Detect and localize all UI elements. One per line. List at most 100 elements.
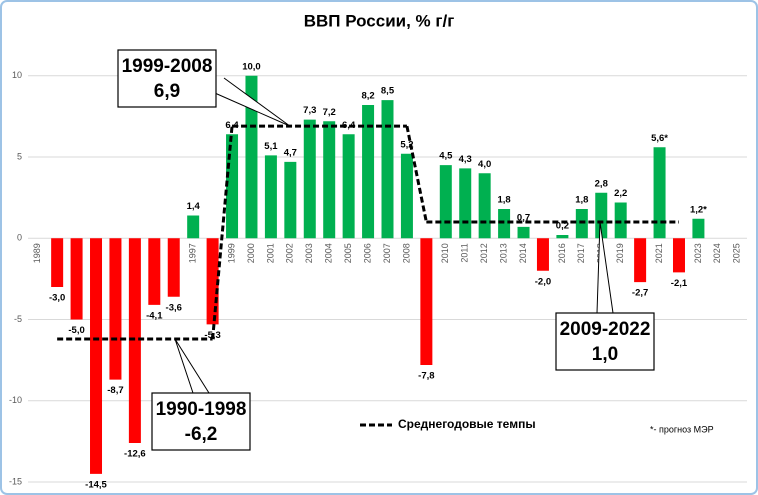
callout-pointer	[207, 77, 291, 127]
value-label: -3,0	[49, 293, 65, 304]
x-tick-label: 2012	[479, 243, 489, 263]
bar	[614, 202, 627, 239]
bar	[264, 155, 277, 239]
note: *- прогноз МЭР	[650, 424, 714, 434]
bar	[167, 238, 180, 297]
value-label: -4,1	[146, 310, 163, 321]
bar	[70, 238, 83, 320]
value-label: -12,6	[124, 449, 146, 460]
bar	[595, 192, 608, 239]
bar	[653, 147, 666, 239]
bar	[634, 238, 647, 283]
value-label: 7,3	[303, 105, 316, 116]
bar	[692, 218, 705, 239]
x-tick-label: 2000	[246, 243, 256, 263]
value-label: -3,6	[166, 302, 182, 313]
x-tick-label: 1989	[32, 243, 42, 263]
x-tick-label: 2002	[285, 243, 295, 263]
bar	[439, 165, 452, 239]
bar	[536, 238, 549, 271]
value-label: -2,0	[535, 276, 551, 287]
bar	[284, 161, 297, 239]
value-label: 8,2	[361, 91, 374, 102]
x-tick-label: 2006	[362, 243, 372, 263]
value-label: 8,5	[381, 86, 395, 97]
bar	[128, 238, 141, 443]
callout-box	[151, 392, 251, 451]
value-label: 2,2	[614, 188, 627, 199]
callout-value: 6,9	[154, 81, 180, 102]
legend-label: Среднегодовые темпы	[398, 417, 536, 431]
x-tick-label: 2017	[576, 243, 586, 263]
bar	[362, 105, 375, 239]
x-tick-label: 2023	[693, 243, 703, 263]
value-label: -2,1	[671, 278, 688, 289]
value-label: 7,2	[323, 107, 336, 118]
x-tick-label: 2024	[712, 243, 722, 263]
y-tick-label: 10	[12, 70, 22, 80]
value-label: 0,2	[556, 221, 569, 232]
chart-title: ВВП России, % г/г	[304, 11, 455, 30]
bar	[420, 238, 433, 365]
value-label: 10,0	[242, 61, 261, 72]
value-label: -5,0	[68, 325, 84, 336]
value-label: 5,2	[400, 139, 413, 150]
x-tick-label: 2001	[265, 243, 275, 263]
bar	[498, 209, 511, 239]
average-connector	[405, 125, 428, 223]
callout-value: 1,0	[592, 344, 618, 365]
averages: 1990-1998 -6,2 1999-2008 6,9 2009-2022 1,0	[57, 49, 679, 451]
value-label: 1,2*	[690, 204, 707, 215]
x-tick-label: 2014	[518, 243, 528, 263]
x-tick-label: 2021	[654, 243, 664, 263]
callout-box	[117, 49, 217, 108]
x-tick-label: 2007	[382, 243, 392, 263]
bar	[517, 226, 530, 239]
bar	[575, 209, 588, 239]
value-label: -14,5	[85, 479, 107, 490]
y-tick-label: 5	[17, 151, 22, 161]
callout-period: 2009-2022	[560, 319, 651, 340]
value-label: 1,4	[187, 201, 201, 212]
bar	[381, 100, 394, 239]
bar	[459, 168, 472, 239]
x-tick-label: 2004	[324, 243, 334, 263]
bars: 1989199019911992199319941995199619971998…	[32, 61, 742, 490]
x-tick-label: 2011	[460, 243, 470, 262]
bar	[187, 215, 200, 239]
callout-pointer	[174, 338, 210, 394]
bar	[226, 134, 239, 239]
bar	[51, 238, 64, 287]
value-label: -8,7	[107, 385, 123, 396]
y-tick-label: 0	[17, 233, 22, 243]
x-tick-label: 2025	[732, 243, 742, 263]
bar	[672, 238, 685, 273]
x-tick-label: 2008	[401, 243, 411, 263]
value-label: 1,8	[575, 195, 588, 206]
value-label: 5,1	[264, 141, 278, 152]
bar	[109, 238, 122, 380]
bar	[148, 238, 161, 305]
bar	[556, 235, 569, 239]
y-tick-label: -15	[9, 476, 22, 486]
x-tick-label: 1999	[226, 243, 236, 263]
callout-value: -6,2	[185, 424, 218, 445]
value-label: 4,7	[284, 147, 297, 158]
value-label: -7,8	[418, 371, 434, 382]
x-tick-label: 1997	[188, 243, 198, 263]
x-tick-label: 2003	[304, 243, 314, 263]
value-label: 2,8	[595, 178, 608, 189]
bar	[245, 75, 258, 239]
x-tick-label: 2019	[615, 243, 625, 263]
y-tick-label: -5	[14, 314, 22, 324]
value-label: 1,8	[497, 195, 510, 206]
value-label: 4,3	[459, 154, 472, 165]
x-tick-label: 2005	[343, 243, 353, 263]
y-tick-label: -10	[9, 395, 22, 405]
x-tick-label: 2013	[498, 243, 508, 263]
value-label: 4,5	[439, 151, 453, 162]
value-label: 4,0	[478, 159, 491, 170]
value-label: 6,4	[342, 120, 356, 131]
bar	[478, 173, 491, 239]
